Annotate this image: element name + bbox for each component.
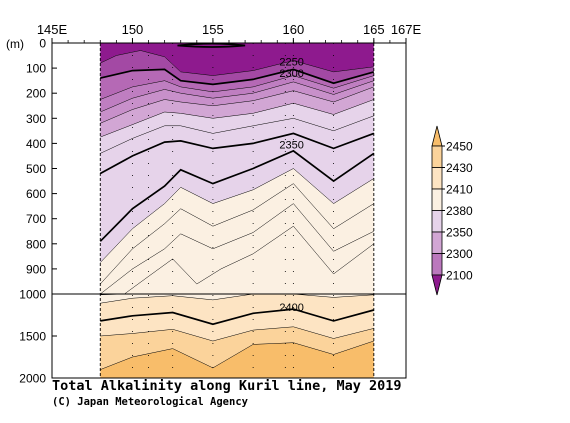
colorbar-label: 2300 [446, 247, 473, 261]
contour-label-2300: 2300 [279, 68, 303, 80]
x-tick-label: 167E [391, 22, 422, 37]
contour-band-14 [100, 294, 374, 325]
contour-line-2400 [100, 308, 375, 326]
y-tick-label: 700 [26, 212, 46, 226]
contour-line-2420 [100, 340, 374, 370]
contour-line-2360 [100, 168, 374, 263]
colorbar-label: 2380 [446, 204, 473, 218]
station-markers [99, 43, 375, 378]
contour-label-2400: 2400 [279, 302, 303, 314]
y-tick-label: 900 [26, 262, 46, 276]
contour-label-2350: 2350 [279, 139, 303, 151]
colorbar-segment [431, 210, 443, 233]
contour-band-1 [100, 50, 374, 85]
colorbar: 2450 2430 2410 2380 2350 2300 2100 [431, 125, 473, 296]
contour-band-10 [100, 168, 374, 284]
contour-line-2345 [100, 115, 374, 154]
contour-fill-layer [100, 43, 374, 378]
x-tick-label: 145E [37, 22, 68, 37]
contour-band-16 [100, 326, 374, 370]
x-tick-label: 160 [283, 22, 305, 37]
y-unit-label: (m) [6, 37, 24, 51]
contour-band-15 [100, 309, 374, 341]
contour-band-8 [100, 133, 374, 242]
y-tick-label: 800 [26, 237, 46, 251]
x-tick-label: 155 [202, 22, 224, 37]
contour-line-2275 [100, 50, 374, 76]
contour-band-12 [100, 203, 374, 295]
colorbar-segment [431, 145, 443, 168]
colorbar-segment [431, 188, 443, 211]
contour-line-2380 [100, 225, 374, 296]
contour-line-2350 [99, 132, 375, 175]
contour-band-6 [100, 99, 374, 154]
colorbar-label: 2430 [446, 161, 473, 175]
x-tick-label: 165 [363, 22, 385, 37]
contour-line-layer [99, 43, 375, 370]
y-tick-label: 600 [26, 187, 46, 201]
y-tick-label: 200 [26, 87, 46, 101]
contour-line-2330 [100, 86, 374, 124]
y-tick-label: 300 [26, 112, 46, 126]
y-tick-label: 500 [26, 162, 46, 176]
y-tick-label: 2000 [19, 372, 46, 386]
contour-band-4 [100, 80, 374, 124]
y-tick-label: 1500 [19, 330, 46, 344]
x-tick-label: 150 [122, 22, 144, 37]
colorbar-label: 2350 [446, 226, 473, 240]
colorbar-label: 2410 [446, 183, 473, 197]
contour-label-2250: 2250 [279, 57, 303, 69]
contour-line-2390 [100, 293, 374, 304]
axes: 145E 150 155 160 165 167E 100 200 300 400 500 600 70… [19, 22, 421, 386]
contour-line-2365 [100, 183, 374, 285]
contour-line-2370 [100, 203, 374, 295]
colorbar-label: 2100 [446, 269, 473, 283]
colorbar-segment [431, 274, 443, 296]
y-tick-label: 0 [39, 37, 46, 51]
contour-band-17 [100, 341, 374, 378]
contour-band-3 [100, 75, 374, 112]
contour-line-surface-patch [177, 43, 246, 48]
contour-line-2300 [100, 68, 375, 86]
contour-line-2410 [100, 326, 374, 342]
contour-line-2340 [100, 99, 374, 138]
contour-band-13 [100, 226, 374, 304]
contour-band-5 [100, 86, 374, 138]
y-tick-label: 400 [26, 137, 46, 151]
chart-title: Total Alkalinity along Kuril line, May 2… [52, 378, 402, 394]
contour-line-2355 [99, 149, 375, 242]
chart-credit: (C) Japan Meteorological Agency [52, 396, 248, 408]
colorbar-label: 2450 [446, 140, 473, 154]
colorbar-segment [431, 231, 443, 254]
y-tick-label: 100 [26, 62, 46, 76]
colorbar-segment [431, 167, 443, 190]
colorbar-segment [431, 253, 443, 276]
contour-band-0 [100, 43, 374, 76]
contour-line-2320 [100, 80, 374, 113]
contour-band-2 [100, 69, 374, 100]
y-tick-label: 1000 [19, 288, 46, 302]
